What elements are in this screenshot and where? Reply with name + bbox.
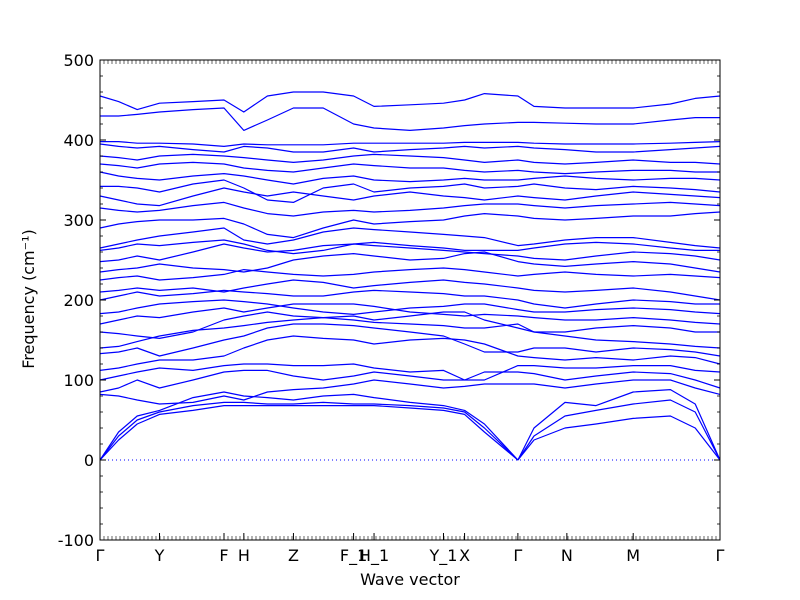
band-line-7 (99, 379, 721, 405)
band-line-5 (517, 399, 721, 461)
x-tick-label: H (238, 546, 250, 565)
band-line-21 (99, 239, 720, 255)
y-tick-label: 400 (63, 131, 94, 150)
band-line-20 (99, 243, 721, 263)
band-line-32 (100, 107, 720, 131)
y-tick-label: 500 (63, 51, 94, 70)
band-line-9 (99, 363, 721, 381)
band-line-16 (99, 289, 720, 309)
band-line-11 (99, 323, 721, 357)
x-tick-label: Y_1 (429, 546, 458, 566)
band-line-27 (99, 171, 721, 185)
plot-area (99, 91, 721, 461)
y-tick-label: -100 (58, 531, 94, 550)
band-line-8 (99, 369, 721, 393)
band-line-3 (99, 391, 519, 461)
band-line-4 (517, 415, 721, 461)
band-line-19 (99, 251, 721, 273)
x-tick-label: Z (288, 546, 299, 565)
band-line-30 (99, 143, 721, 153)
y-tick-label: 200 (63, 291, 94, 310)
band-line-33 (99, 91, 721, 113)
x-tick-label: Γ (716, 546, 725, 565)
y-tick-label: 300 (63, 211, 94, 230)
band-line-12 (99, 317, 721, 349)
x-tick-label: Γ (513, 546, 522, 565)
x-axis: Γ Y F H Z F_1H_1 Y_1 X Γ N M Γ (96, 60, 725, 566)
band-line-23 (99, 211, 721, 239)
band-line-22 (99, 227, 721, 249)
band-line-25 (99, 187, 721, 207)
band-line-24 (99, 201, 721, 217)
x-tick-label: Γ (96, 546, 105, 565)
x-tick-label: Y (154, 546, 165, 565)
y-tick-label: 0 (84, 451, 94, 470)
x-tick-label: F_1 (340, 546, 367, 566)
band-line-6 (517, 389, 721, 461)
y-axis-title: Frequency (cm⁻¹) (19, 229, 38, 368)
band-line-14 (99, 303, 721, 325)
band-line-15 (99, 299, 721, 315)
x-tick-label: N (561, 546, 573, 565)
band-line-10 (99, 335, 721, 371)
y-tick-label: 100 (63, 371, 94, 390)
x-axis-title: Wave vector (360, 570, 460, 589)
band-line-1 (99, 405, 519, 461)
band-line-28 (99, 161, 720, 175)
y-axis: -100 0 100 200 300 400 500 (58, 51, 720, 550)
band-line-18 (99, 267, 721, 281)
band-line-2 (99, 401, 519, 461)
band-line-29 (99, 153, 721, 165)
x-tick-label: X (459, 546, 470, 565)
band-line-26 (100, 179, 721, 203)
band-line-31 (100, 141, 721, 147)
x-tick-label: H_1 (359, 546, 389, 566)
x-tick-label: F (219, 546, 228, 565)
band-line-17 (99, 279, 721, 301)
plot-frame (99, 59, 721, 541)
band-line-13 (99, 311, 720, 339)
x-tick-label: M (626, 546, 640, 565)
